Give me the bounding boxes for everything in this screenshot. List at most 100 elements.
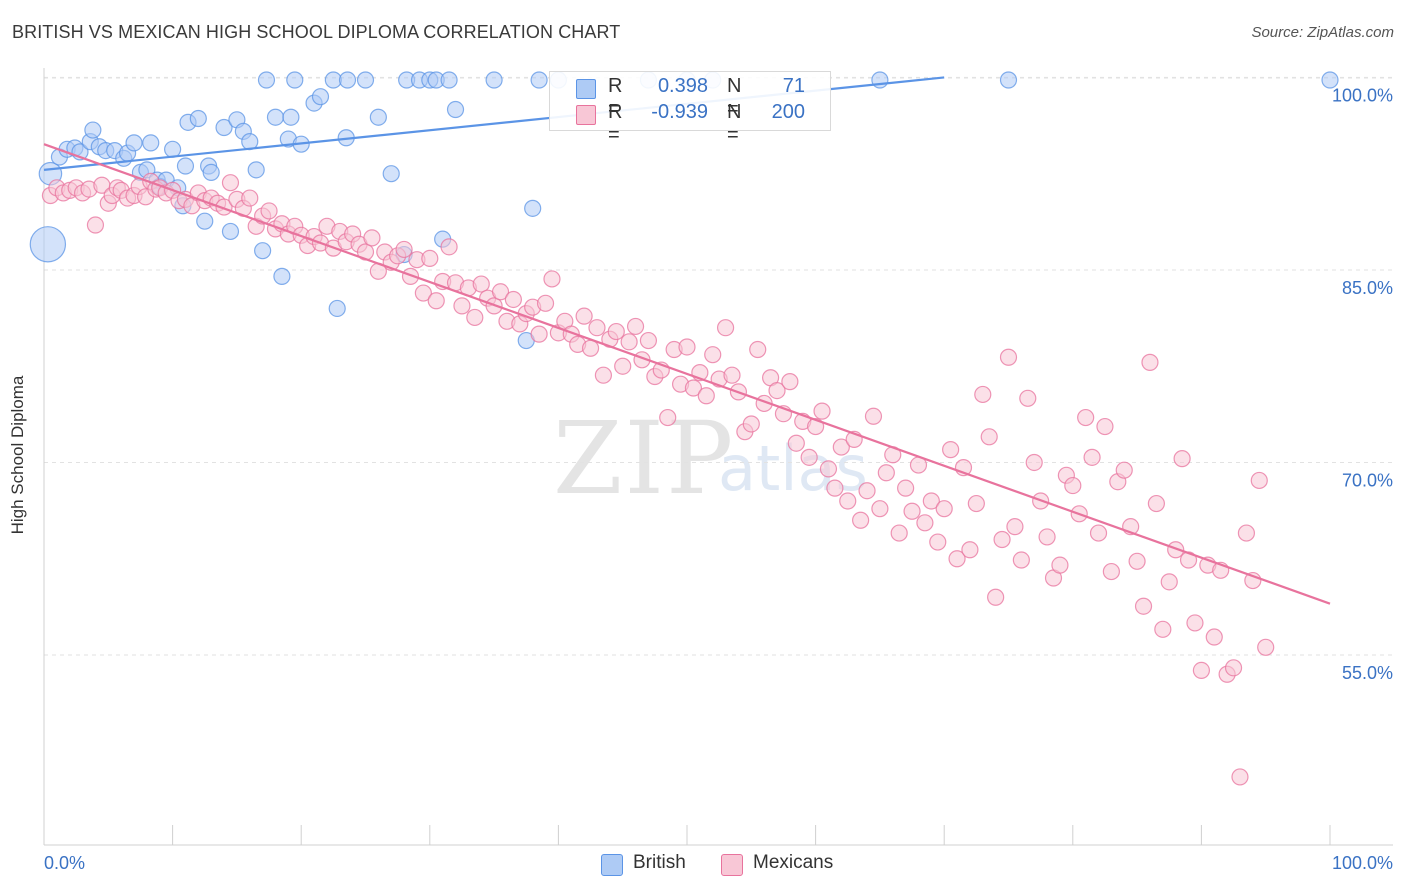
mexicans-point: [421, 249, 439, 268]
mexicans-point: [427, 292, 445, 310]
mexicans-point: [1192, 661, 1211, 680]
mexicans-r-value: -0.939: [651, 101, 708, 123]
mexicans-point: [858, 482, 876, 500]
mexicans-point: [1173, 450, 1191, 468]
mexicans-point: [942, 441, 960, 459]
mexicans-point: [800, 448, 818, 466]
mexicans-point: [594, 366, 613, 384]
british-point: [196, 212, 214, 230]
mexicans-point: [987, 588, 1005, 606]
mexicans-point: [1250, 471, 1268, 490]
mexicans-point: [1038, 528, 1056, 546]
mexicans-point: [504, 290, 522, 309]
mexicans-point: [929, 533, 947, 551]
mexicans-point: [440, 238, 458, 256]
x-tick-label-max: 100.0%: [1332, 853, 1393, 873]
mexicans-point: [1134, 597, 1153, 615]
mexicans-point: [704, 346, 722, 364]
y-tick-label: 100.0%: [1332, 85, 1393, 105]
mexicans-point: [967, 494, 985, 513]
mexicans-point: [993, 530, 1011, 549]
mexicans-point: [472, 275, 490, 293]
british-point: [164, 140, 182, 158]
mexicans-point: [86, 216, 105, 234]
mexicans-point: [1257, 638, 1275, 656]
mexicans-point: [974, 385, 992, 404]
british-point: [282, 108, 300, 126]
mexicans-point: [678, 338, 696, 356]
mexicans-point: [916, 514, 934, 532]
mexicans-point: [1102, 562, 1120, 581]
mexicans-point: [659, 408, 677, 427]
british-point: [221, 222, 240, 241]
mexicans-point: [1089, 524, 1108, 542]
british-point: [247, 161, 265, 179]
british-point: [189, 109, 207, 128]
british-n-label: N =: [727, 75, 742, 120]
mexicans-point: [581, 339, 600, 357]
mexicans-point: [1025, 453, 1043, 472]
mexicans-point: [1006, 518, 1024, 536]
watermark-zip: ZIP: [553, 400, 736, 517]
mexicans-point: [1147, 494, 1165, 513]
british-point: [84, 121, 102, 139]
mexicans-r-label: R =: [608, 101, 623, 146]
mexicans-point: [781, 373, 799, 391]
mexicans-point: [684, 379, 703, 397]
chart-title: BRITISH VS MEXICAN HIGH SCHOOL DIPLOMA C…: [12, 22, 621, 42]
mexicans-point: [241, 189, 259, 207]
mexicans-point: [607, 322, 625, 341]
mexicans-point: [395, 240, 413, 259]
mexicans-point: [588, 319, 606, 337]
mexicans-point: [806, 417, 825, 436]
mexicans-swatch: [576, 105, 596, 125]
british-point: [382, 165, 400, 183]
mexicans-point: [1128, 552, 1146, 570]
mexicans-point: [839, 492, 857, 510]
british-point: [530, 71, 548, 89]
stats-legend: R = 0.398 N = 71 R = -0.939 N = 200: [549, 71, 831, 146]
y-axis-label: High School Diploma: [8, 375, 27, 535]
british-point: [524, 199, 542, 217]
mexicans-point: [1237, 524, 1256, 542]
mexicans-point: [260, 202, 278, 220]
mexicans-point: [961, 541, 979, 559]
legend-mexicans-label: Mexicans: [753, 852, 834, 873]
british-point: [446, 100, 465, 119]
mexicans-point: [768, 382, 786, 400]
mexicans-n-value: 200: [771, 101, 805, 123]
british-point: [999, 71, 1018, 89]
mexicans-point: [575, 307, 593, 325]
mexicans-point: [832, 438, 850, 456]
british-point: [311, 88, 330, 106]
british-point: [1321, 71, 1339, 89]
mexicans-point: [466, 308, 484, 327]
mexicans-point: [530, 325, 548, 343]
british-point: [176, 157, 195, 175]
mexicans-point: [1154, 620, 1172, 638]
mexicans-point: [723, 366, 741, 384]
mexicans-point: [543, 270, 561, 288]
mexicans-point: [401, 267, 420, 285]
mexicans-point: [819, 460, 838, 478]
mexicans-point: [980, 428, 998, 446]
mexicans-point: [221, 174, 240, 192]
mexicans-point: [626, 317, 645, 336]
y-tick-label: 85.0%: [1342, 278, 1393, 298]
british-point: [356, 71, 375, 89]
mexicans-point: [1096, 417, 1114, 436]
british-point: [254, 242, 272, 260]
british-point: [142, 134, 160, 152]
mexicans-point: [453, 297, 471, 315]
mexicans-point: [536, 294, 555, 312]
mexicans-point: [1231, 768, 1249, 786]
british-point: [29, 226, 67, 263]
mexicans-point: [871, 500, 889, 518]
mexicans-point: [363, 229, 381, 247]
y-tick-label: 55.0%: [1342, 663, 1393, 683]
british-swatch: [576, 79, 596, 99]
british-point: [485, 71, 503, 89]
mexicans-point: [948, 550, 966, 568]
british-r-label: R =: [608, 75, 623, 120]
